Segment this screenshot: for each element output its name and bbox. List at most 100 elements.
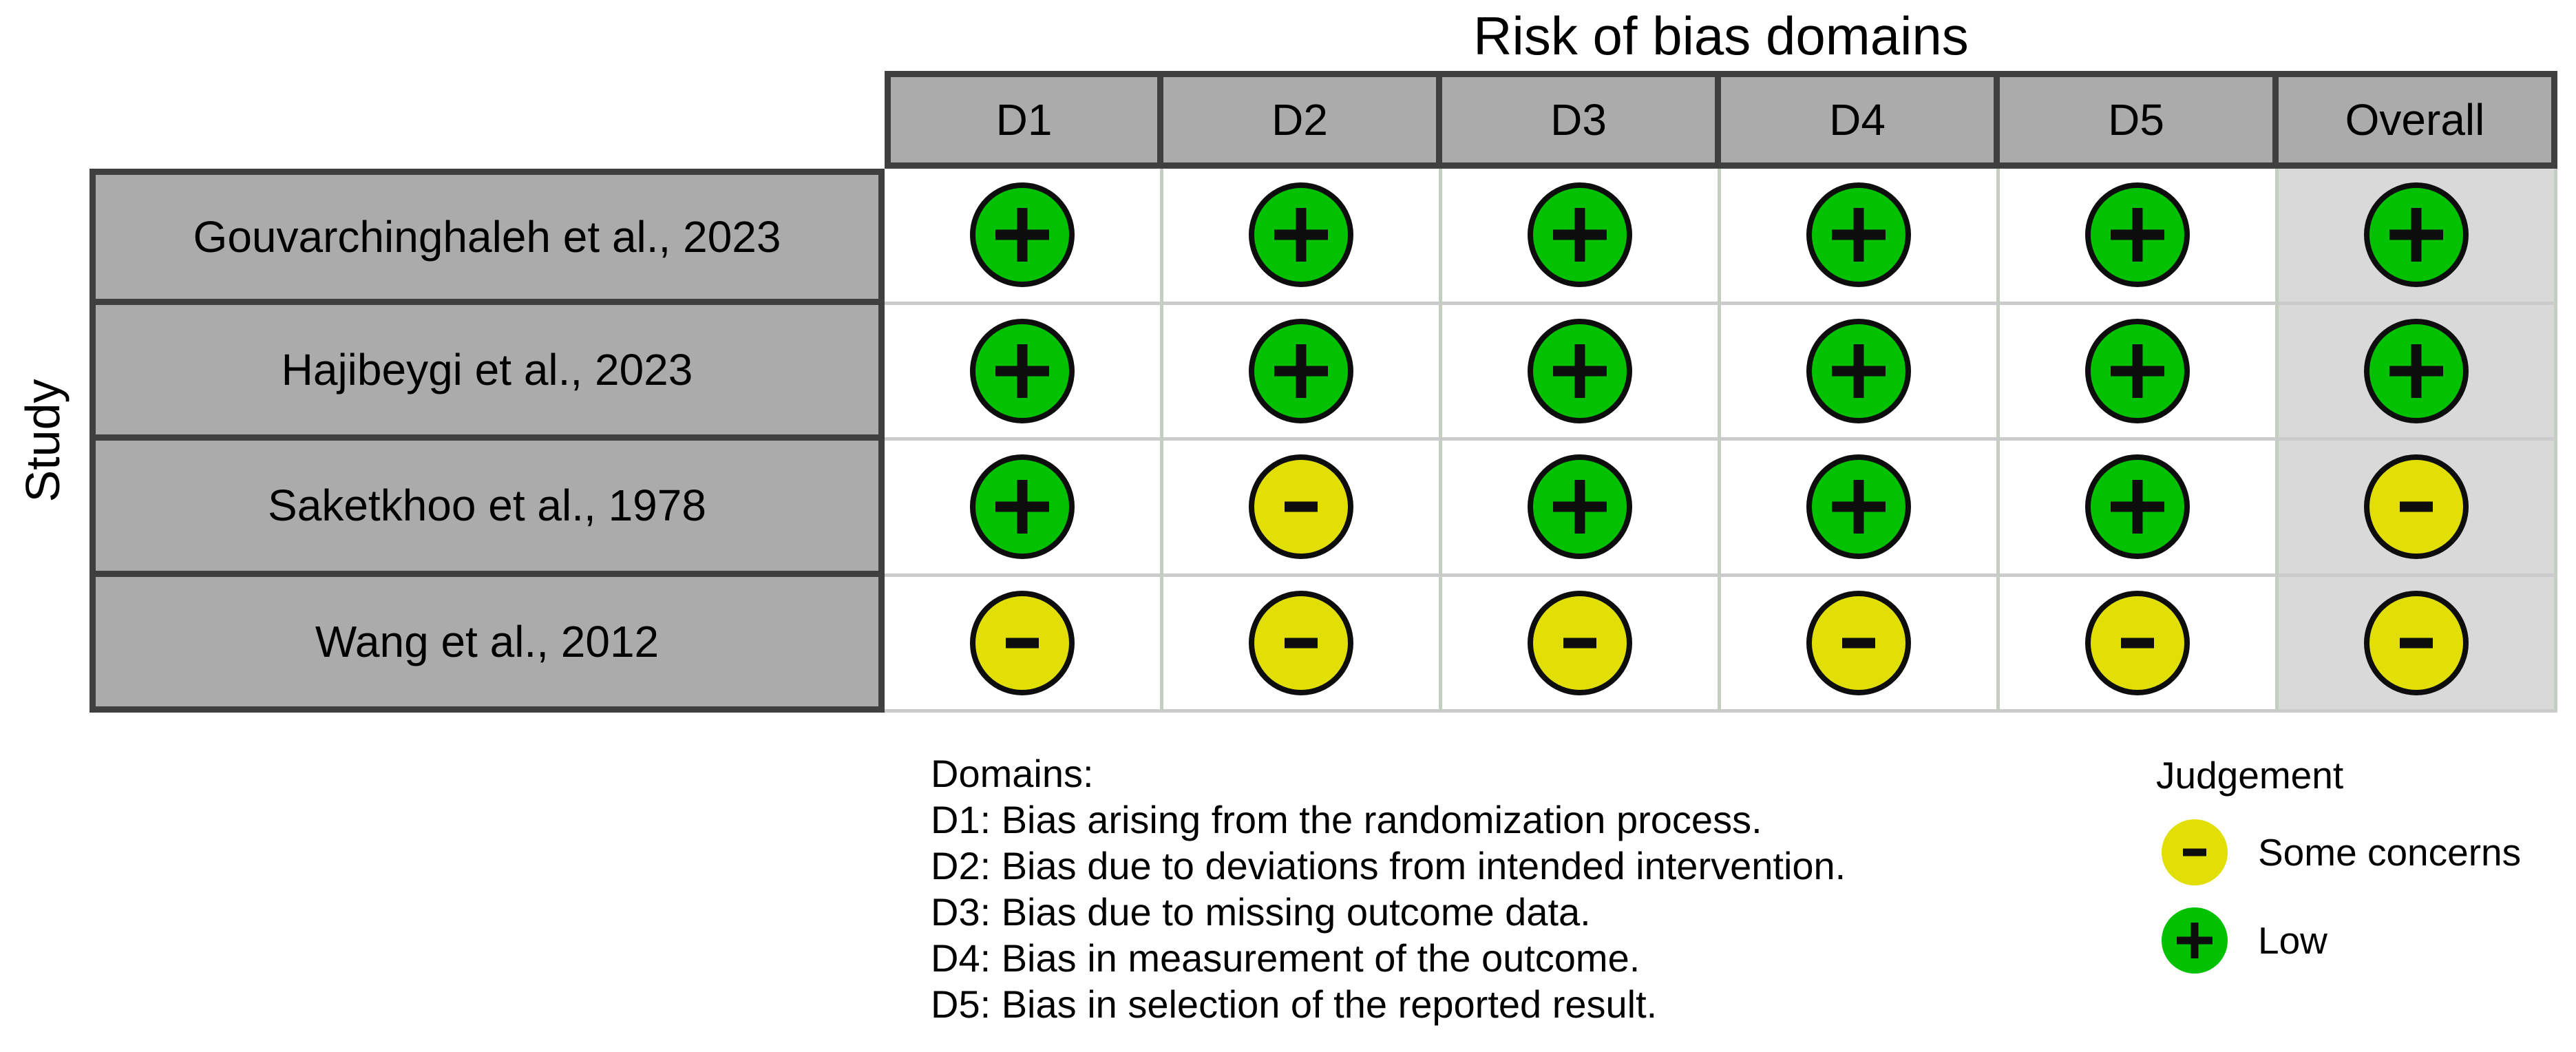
symbol-bar	[2411, 344, 2422, 398]
rating-cell	[1721, 304, 2000, 441]
rating-low-icon	[1528, 182, 1632, 288]
domain-definition: D1: Bias arising from the randomization …	[931, 798, 1762, 841]
symbol-bar	[2411, 208, 2422, 262]
rating-some-concerns-icon	[1806, 590, 1911, 695]
symbol-bar	[1006, 638, 1039, 649]
study-row-label: Saketkhoo et al., 1978	[89, 441, 885, 577]
rating-low-icon	[2162, 907, 2228, 974]
rating-low-icon	[1806, 318, 1911, 423]
rating-low-icon	[1528, 454, 1632, 560]
rating-cell	[1442, 576, 1721, 713]
column-header-d2: D2	[1163, 71, 1442, 169]
symbol-bar	[1285, 501, 1318, 512]
rating-cell	[2279, 441, 2557, 577]
domain-definition: D5: Bias in selection of the reported re…	[931, 982, 1658, 1026]
symbol-bar	[1563, 638, 1596, 649]
rating-some-concerns-icon	[2162, 819, 2228, 885]
symbol-bar	[2132, 344, 2143, 398]
rating-some-concerns-icon	[2364, 590, 2469, 695]
rating-cell	[2279, 304, 2557, 441]
rating-cell	[2000, 304, 2279, 441]
rating-low-icon	[1528, 318, 1632, 423]
rating-low-icon	[1249, 182, 1353, 288]
rating-some-concerns-icon	[1249, 454, 1353, 560]
symbol-bar	[1296, 208, 1307, 262]
rating-cell	[2000, 169, 2279, 305]
rating-some-concerns-icon	[2085, 590, 2190, 695]
rating-cell	[1163, 576, 1442, 713]
domain-definition: D3: Bias due to missing outcome data.	[931, 890, 1591, 934]
column-header-d4: D4	[1721, 71, 2000, 169]
y-axis-label: Study	[16, 379, 70, 503]
rating-some-concerns-icon	[1528, 590, 1632, 695]
rating-cell	[885, 169, 1163, 305]
column-header-overall: Overall	[2279, 71, 2557, 169]
rating-low-icon	[970, 318, 1075, 423]
symbol-bar	[1574, 344, 1585, 398]
rating-cell	[2000, 576, 2279, 713]
rating-cell	[1442, 441, 1721, 577]
rating-cell	[1163, 304, 1442, 441]
rating-cell	[2279, 169, 2557, 305]
symbol-bar	[1853, 480, 1864, 534]
symbol-bar	[1842, 638, 1875, 649]
rating-cell	[2000, 441, 2279, 577]
column-header-d1: D1	[885, 71, 1163, 169]
study-label-column: Gouvarchinghaleh et al., 2023 Hajibeygi e…	[89, 169, 885, 713]
rating-low-icon	[970, 182, 1075, 288]
rating-low-icon	[970, 454, 1075, 560]
domains-legend: Domains: D1: Bias arising from the rando…	[931, 750, 1846, 1027]
judgement-key-label: Some concerns	[2258, 831, 2522, 874]
domain-definition: D4: Bias in measurement of the outcome.	[931, 936, 1640, 980]
column-header-d3: D3	[1442, 71, 1721, 169]
symbol-bar	[2183, 848, 2206, 856]
domain-header-row: D1 D2 D3 D4 D5 Overall	[885, 71, 2557, 169]
symbol-bar	[2132, 208, 2143, 262]
figure-title: Risk of bias domains	[1473, 6, 1969, 66]
symbol-bar	[1285, 638, 1318, 649]
judgement-key-label: Low	[2258, 919, 2327, 962]
judgement-legend: Judgement Some concerns Low	[2134, 753, 2521, 974]
judgement-legend-item: Low	[2162, 907, 2521, 974]
rating-cell	[1442, 304, 1721, 441]
symbol-bar	[2121, 638, 2154, 649]
rating-low-icon	[2364, 318, 2469, 423]
symbol-bar	[1574, 480, 1585, 534]
column-header-d5: D5	[2000, 71, 2279, 169]
rating-cell	[1721, 441, 2000, 577]
symbol-bar	[1017, 208, 1028, 262]
rating-cell	[1163, 441, 1442, 577]
judgement-legend-heading: Judgement	[2156, 754, 2344, 797]
rating-some-concerns-icon	[2364, 454, 2469, 560]
rating-low-icon	[2364, 182, 2469, 288]
rating-some-concerns-icon	[1249, 590, 1353, 695]
study-row-label: Wang et al., 2012	[89, 576, 885, 713]
symbol-bar	[1574, 208, 1585, 262]
rating-some-concerns-icon	[970, 590, 1075, 695]
symbol-bar	[2190, 923, 2199, 958]
rating-cell	[1163, 169, 1442, 305]
judgement-legend-item: Some concerns	[2162, 819, 2521, 885]
rating-cell	[1721, 169, 2000, 305]
symbol-bar	[1017, 480, 1028, 534]
rating-cell	[885, 576, 1163, 713]
domains-legend-heading: Domains:	[931, 752, 1094, 795]
rating-low-icon	[2085, 454, 2190, 560]
symbol-bar	[1296, 344, 1307, 398]
rating-low-icon	[1806, 454, 1911, 560]
rating-cell	[885, 441, 1163, 577]
rating-grid	[885, 169, 2557, 713]
symbol-bar	[2132, 480, 2143, 534]
rating-low-icon	[2085, 182, 2190, 288]
rating-cell	[2279, 576, 2557, 713]
rating-cell	[885, 304, 1163, 441]
rating-cell	[1442, 169, 1721, 305]
study-row-label: Gouvarchinghaleh et al., 2023	[89, 169, 885, 305]
rating-low-icon	[1806, 182, 1911, 288]
symbol-bar	[1853, 344, 1864, 398]
rating-cell	[1721, 576, 2000, 713]
rating-low-icon	[2085, 318, 2190, 423]
symbol-bar	[2400, 638, 2433, 649]
study-row-label: Hajibeygi et al., 2023	[89, 304, 885, 441]
